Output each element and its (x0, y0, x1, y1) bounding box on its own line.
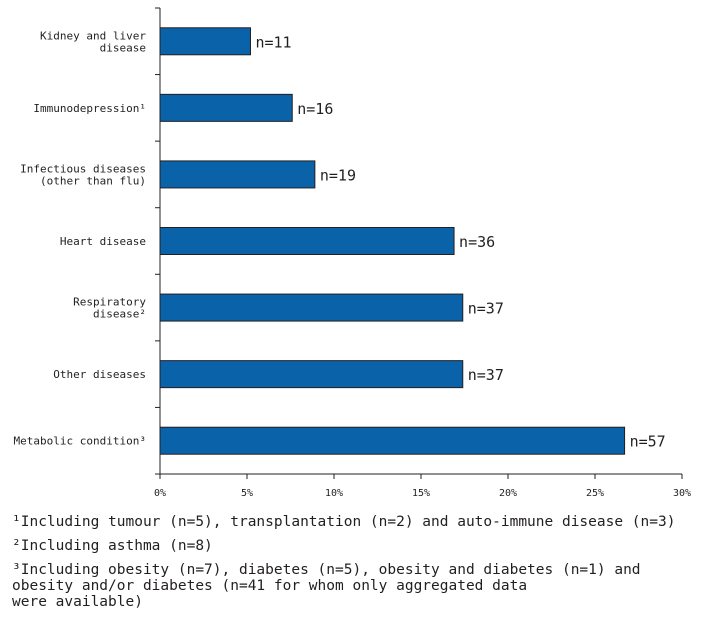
data-label: n=19 (320, 166, 356, 184)
category-label-line: Heart disease (60, 235, 146, 248)
x-tick-label: 20% (499, 488, 517, 499)
bar (159, 27, 251, 56)
data-label: n=11 (255, 33, 291, 51)
bar (159, 227, 455, 255)
data-label: n=57 (630, 433, 666, 451)
footnote-1: ¹Including tumour (n=5), transplantation… (12, 514, 676, 530)
data-label: n=37 (468, 366, 504, 384)
bar-chart: 0% 5% 10% 15% 20% 25% 30%Kidney and liver disea… (14, 7, 691, 499)
category-label-line: Kidney and liver (40, 29, 146, 42)
category-label-line: disease² (93, 308, 146, 321)
x-tick-label: 10% (325, 488, 343, 499)
category-label-line: Infectious diseases (20, 162, 146, 175)
x-tick-label: 25% (586, 488, 604, 499)
footnote-2: ²Including asthma (n=8) (12, 538, 213, 554)
category-label-line: (other than flu) (40, 174, 146, 187)
category-label-line: Other diseases (53, 368, 146, 381)
bar (159, 426, 626, 455)
data-label: n=37 (468, 300, 504, 318)
bar (159, 160, 316, 189)
x-tick-label: 30% (673, 488, 691, 499)
category-label: Heart disease (60, 235, 146, 248)
category-label: Respiratory disease² (73, 296, 146, 321)
category-label: Kidney and liver disease (40, 29, 146, 54)
category-label-line: Respiratory (73, 296, 146, 309)
data-label: n=36 (459, 233, 495, 251)
bar (159, 360, 464, 389)
category-label: Other diseases (53, 368, 146, 381)
bar (159, 93, 293, 122)
footnote-3: ³Including obesity (n=7), diabetes (n=5)… (12, 562, 641, 610)
footnotes: ¹Including tumour (n=5), transplantation… (12, 514, 702, 618)
x-tick-label: 15% (412, 488, 430, 499)
category-label-line: Immunodepression¹ (33, 102, 146, 115)
category-label-line: Metabolic condition³ (14, 435, 146, 448)
x-tick-label: 0% (154, 488, 166, 499)
category-label: Immunodepression¹ (33, 102, 146, 115)
data-label: n=16 (297, 100, 333, 118)
category-label: Metabolic condition³ (14, 435, 146, 448)
category-label: Infectious diseases (other than flu) (20, 162, 146, 187)
category-label-line: disease (100, 41, 146, 54)
x-tick-label: 5% (241, 488, 253, 499)
bar (159, 293, 464, 322)
